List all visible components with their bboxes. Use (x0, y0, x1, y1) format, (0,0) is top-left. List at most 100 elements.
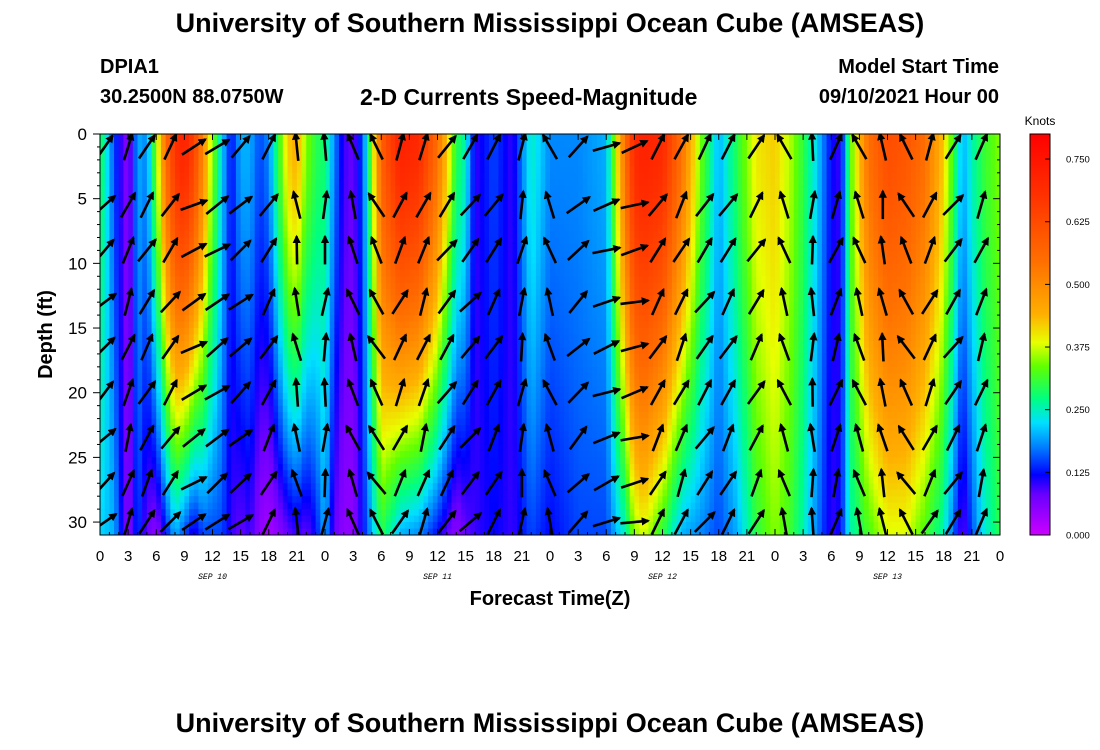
heatmap-cell (404, 282, 410, 290)
heatmap-cell (362, 282, 368, 290)
heatmap-cell (315, 418, 321, 426)
heatmap-cell (165, 502, 171, 510)
heatmap-cell (128, 179, 134, 187)
heatmap-cell (329, 373, 335, 381)
heatmap-cell (292, 328, 298, 336)
heatmap-cell (212, 146, 218, 155)
heatmap-cell (217, 315, 223, 323)
heatmap-cell (418, 353, 425, 361)
heatmap-cell (282, 205, 289, 213)
heatmap-cell (198, 256, 204, 264)
heatmap-cell (235, 457, 242, 465)
heatmap-cell (409, 263, 415, 271)
heatmap-cell (203, 502, 209, 510)
heatmap-cell (423, 502, 429, 510)
heatmap-cell (325, 134, 331, 142)
heatmap-cell (114, 437, 120, 446)
heatmap-cell (151, 386, 157, 394)
heatmap-cell (160, 522, 167, 530)
heatmap-cell (287, 237, 293, 245)
heatmap-cell (395, 496, 401, 504)
heatmap-cell (409, 185, 415, 193)
heatmap-cell (146, 211, 153, 219)
heatmap-cell (357, 373, 364, 381)
heatmap-cell (371, 185, 378, 193)
heatmap-cell (146, 489, 153, 497)
heatmap-cell (226, 134, 232, 142)
heatmap-cell (367, 431, 373, 439)
heatmap-cell (226, 444, 232, 452)
heatmap-cell (193, 470, 200, 478)
heatmap-cell (460, 476, 467, 484)
heatmap-cell (310, 496, 317, 504)
heatmap-cell (320, 159, 326, 167)
heatmap-cell (198, 192, 204, 200)
heatmap-cell (343, 179, 350, 187)
heatmap-cell (423, 250, 429, 258)
heatmap-cell (207, 295, 214, 303)
heatmap-cell (142, 463, 148, 471)
heatmap-cell (348, 256, 354, 264)
heatmap-cell (278, 463, 284, 471)
heatmap-cell (217, 256, 223, 264)
heatmap-cell (432, 315, 439, 323)
heatmap-cell (310, 256, 317, 264)
heatmap-cell (395, 224, 401, 232)
heatmap-cell (100, 515, 106, 523)
heatmap-cell (123, 263, 129, 271)
heatmap-cell (231, 308, 237, 316)
heatmap-cell (160, 276, 167, 284)
heatmap-cell (240, 509, 246, 517)
heatmap-cell (179, 353, 185, 361)
heatmap-cell (306, 269, 312, 277)
heatmap-cell (339, 224, 345, 232)
heatmap-cell (367, 321, 373, 329)
heatmap-cell (184, 166, 190, 174)
heatmap-cell (390, 276, 396, 284)
heatmap-cell (381, 483, 387, 491)
heatmap-cell (114, 211, 120, 219)
heatmap-cell (456, 179, 462, 187)
heatmap-cell (118, 334, 125, 342)
heatmap-cell (428, 366, 434, 374)
heatmap-cell (146, 522, 153, 530)
heatmap-cell (376, 243, 382, 252)
heatmap-cell (175, 263, 181, 271)
heatmap-cell (198, 373, 204, 381)
heatmap-cell (404, 392, 410, 400)
heatmap-cell (418, 224, 425, 232)
heatmap-cell (142, 340, 148, 349)
heatmap-cell (418, 179, 425, 187)
heatmap-cell (268, 185, 275, 193)
heatmap-cell (371, 399, 378, 407)
heatmap-cell (353, 263, 359, 271)
heatmap-cell (343, 528, 350, 535)
heatmap-cell (460, 483, 467, 491)
heatmap-cell (250, 360, 256, 368)
heatmap-cell (212, 509, 218, 517)
heatmap-cell (315, 425, 321, 433)
heatmap-cell (226, 250, 232, 258)
heatmap-cell (254, 489, 260, 497)
heatmap-cell (470, 444, 476, 452)
heatmap-cell (418, 134, 425, 142)
heatmap-cell (395, 373, 401, 381)
heatmap-cell (151, 140, 157, 148)
heatmap-cell (381, 502, 387, 510)
heatmap-cell (264, 515, 270, 523)
heatmap-cell (273, 250, 279, 258)
heatmap-cell (264, 172, 270, 180)
heatmap-cell (156, 328, 162, 336)
heatmap-cell (315, 140, 321, 148)
heatmap-cell (137, 146, 143, 155)
heatmap-cell (348, 308, 354, 316)
heatmap-cell (282, 218, 289, 226)
heatmap-cell (203, 166, 209, 174)
heatmap-cell (301, 386, 307, 394)
heatmap-cell (278, 405, 284, 413)
heatmap-cell (423, 308, 429, 316)
heatmap-cell (437, 256, 443, 264)
heatmap-cell (357, 146, 364, 155)
heatmap-cell (292, 412, 298, 420)
heatmap-cell (418, 237, 425, 245)
